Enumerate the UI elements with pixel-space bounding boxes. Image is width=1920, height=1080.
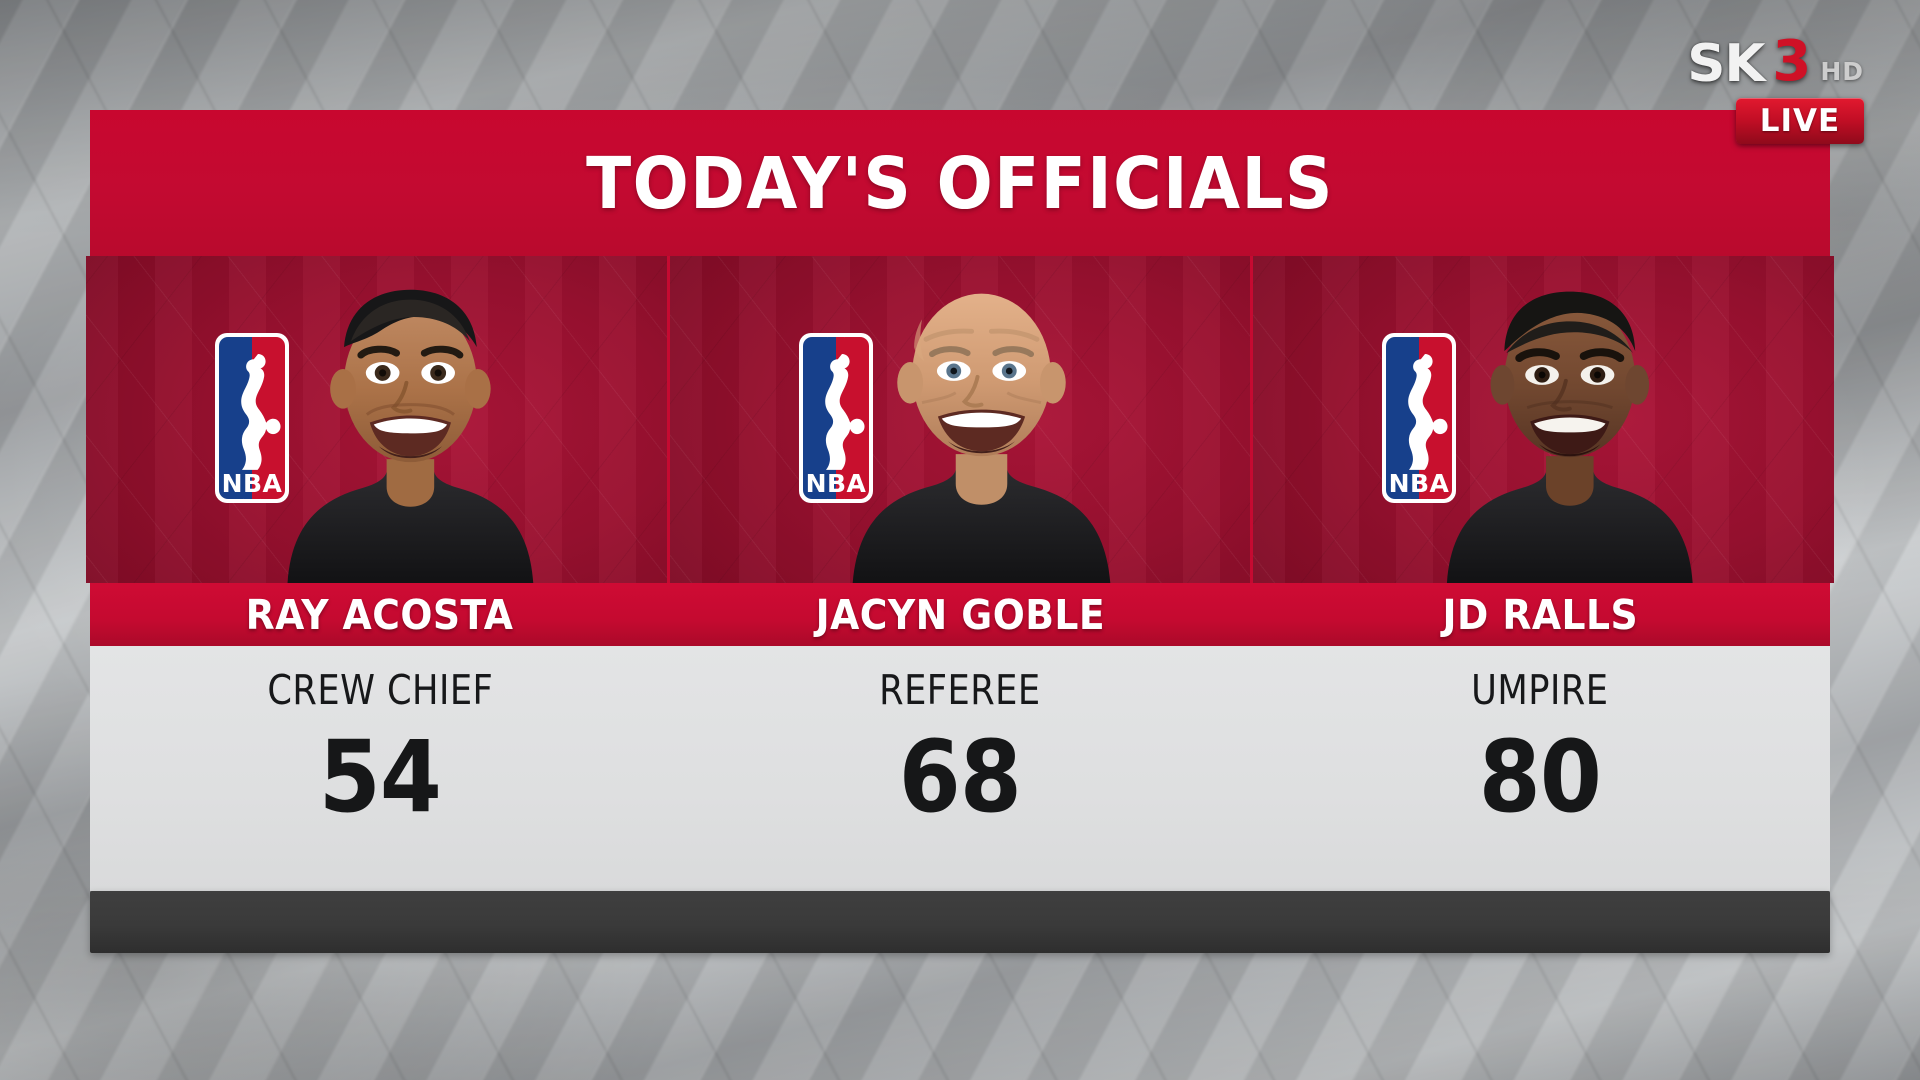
page-title: TODAY'S OFFICIALS (586, 141, 1334, 225)
svg-text:NBA: NBA (805, 469, 866, 498)
channel-name-text: SK (1686, 34, 1765, 94)
officials-photo-strip: NBA (86, 256, 1835, 583)
official-photo-cell: NBA (86, 256, 670, 583)
nba-logo-icon: NBA (798, 333, 873, 503)
official-headshot (287, 289, 534, 583)
official-role: UMPIRE (1471, 666, 1609, 714)
official-name: JD RALLS (1442, 590, 1638, 639)
officials-name-bar: RAY ACOSTA JACYN GOBLE JD RALLS (90, 583, 1830, 646)
live-badge: LIVE (1736, 98, 1864, 144)
official-info-cell: UMPIRE 80 (1250, 646, 1830, 891)
channel-logo: SK 3 HD (1686, 29, 1864, 94)
nba-logo-icon: NBA (1382, 333, 1457, 503)
hd-badge: HD (1820, 57, 1864, 86)
official-number: 54 (318, 720, 442, 835)
official-name-cell: RAY ACOSTA (90, 583, 670, 646)
official-name: RAY ACOSTA (246, 590, 514, 639)
live-badge-label: LIVE (1759, 103, 1841, 139)
official-number: 80 (1478, 720, 1602, 835)
official-name-cell: JD RALLS (1250, 583, 1830, 646)
officials-graphic-card: TODAY'S OFFICIALS NBA (86, 110, 1835, 953)
channel-number-text: 3 (1772, 29, 1812, 94)
official-photo-cell: NBA (669, 256, 1254, 583)
graphic-header: TODAY'S OFFICIALS (90, 110, 1830, 256)
official-info-cell: REFEREE 68 (670, 646, 1250, 891)
svg-text:NBA: NBA (1389, 469, 1450, 498)
official-name-cell: JACYN GOBLE (670, 583, 1250, 646)
nba-logo-icon: NBA (215, 333, 289, 503)
graphic-footer-bar (90, 891, 1830, 953)
official-name: JACYN GOBLE (815, 590, 1105, 639)
official-role: REFEREE (879, 666, 1041, 714)
officials-info-area: CREW CHIEF 54 REFEREE 68 UMPIRE 80 (90, 646, 1830, 891)
official-info-cell: CREW CHIEF 54 (90, 646, 670, 891)
official-headshot (852, 293, 1111, 583)
official-number: 68 (898, 720, 1022, 835)
svg-text:NBA: NBA (222, 469, 283, 498)
channel-bug: SK 3 HD LIVE (1686, 29, 1864, 144)
official-headshot (1446, 291, 1693, 583)
official-photo-cell: NBA (1253, 256, 1835, 583)
official-role: CREW CHIEF (267, 666, 493, 714)
